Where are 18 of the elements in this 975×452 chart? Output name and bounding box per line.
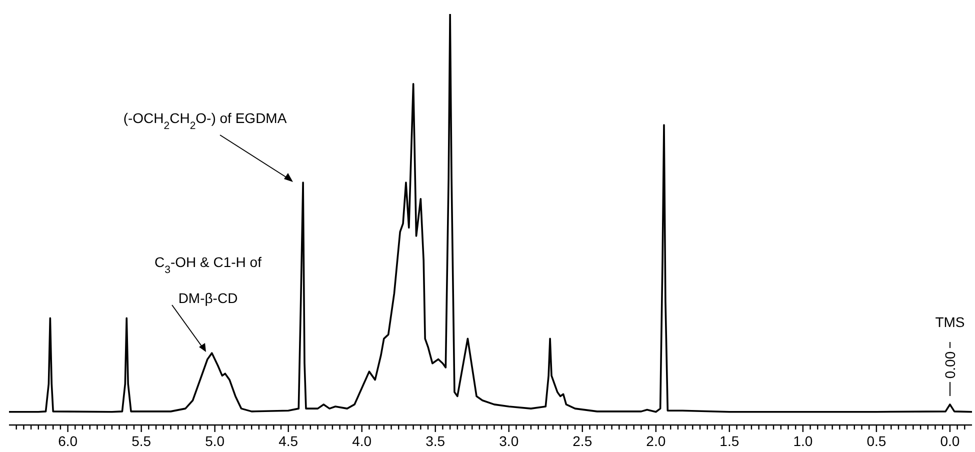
x-tick-label: 5.0 (205, 433, 225, 449)
annotation: 0.00 (942, 351, 958, 379)
x-tick-label: 4.0 (352, 433, 372, 449)
x-tick-label: 0.0 (940, 433, 960, 449)
wrapped-note: DM-β-CD (178, 290, 238, 306)
x-tick-label: 4.5 (278, 433, 298, 449)
x-tick-label: 1.0 (793, 433, 813, 449)
x-tick-label: 2.0 (646, 433, 666, 449)
annotation: TMS (935, 314, 965, 330)
x-tick-label: 6.0 (58, 433, 78, 449)
x-tick-label: 1.5 (720, 433, 740, 449)
annotation: (-OCH$_{2}$CH$_{2}$O-) of EGDMA (123, 110, 288, 132)
x-tick-label: 2.5 (572, 433, 592, 449)
x-tick-label: 5.5 (132, 433, 152, 449)
x-tick-label: 3.5 (426, 433, 446, 449)
x-tick-label: 3.0 (499, 433, 519, 449)
wrapped-note: C$_{3}$-OH & C1-H of (154, 254, 262, 276)
x-tick-label: 0.5 (866, 433, 886, 449)
